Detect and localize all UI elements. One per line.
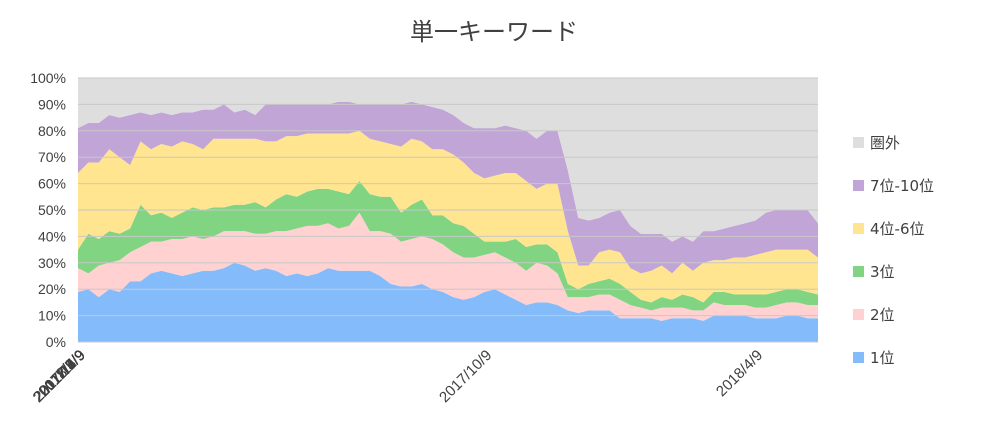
legend-label: 2位 [870,306,895,324]
area-series-5 [78,101,818,274]
legend-label: 3位 [870,263,895,281]
area-series-3 [78,180,818,311]
area-series-2 [78,212,818,321]
area-series-6 [78,78,818,242]
y-tick-label: 40% [38,228,66,244]
area-series-4 [78,130,818,303]
y-axis: 0% 10% 20% 30% 40% 50% 60% 70% 80% 90% 100% [30,70,66,350]
x-tick-label: 2018/4/9 [713,347,766,400]
y-tick-label: 60% [38,176,66,192]
y-tick-label: 0% [46,334,66,350]
legend-label: 7位-10位 [870,177,934,195]
y-tick-label: 10% [38,308,66,324]
legend-label: 圏外 [870,134,900,152]
x-axis: 2017/1/92017/2/92017/3/92017/4/92017/5/9… [30,347,767,406]
legend-label: 4位-6位 [870,220,925,238]
legend: 圏外 7位-10位 4位-6位 3位 2位 1位 [853,134,934,367]
area-series-1 [78,262,818,342]
y-tick-label: 50% [38,202,66,218]
legend-swatch [853,266,864,277]
legend-swatch [853,137,864,148]
legend-swatch [853,309,864,320]
legend-swatch [853,223,864,234]
legend-swatch [853,180,864,191]
y-tick-label: 30% [38,255,66,271]
legend-swatch [853,352,864,363]
y-tick-label: 70% [38,149,66,165]
grid-lines [78,77,818,343]
y-tick-label: 80% [38,123,66,139]
y-tick-label: 90% [38,96,66,112]
legend-label: 1位 [870,349,895,367]
x-tick-label: 2018/5/9 [36,347,89,400]
plot-areas [78,78,818,342]
x-tick-label: 2017/10/9 [436,347,495,406]
chart-title: 単一キーワード [410,18,578,46]
y-tick-label: 20% [38,281,66,297]
y-tick-label: 100% [30,70,66,86]
